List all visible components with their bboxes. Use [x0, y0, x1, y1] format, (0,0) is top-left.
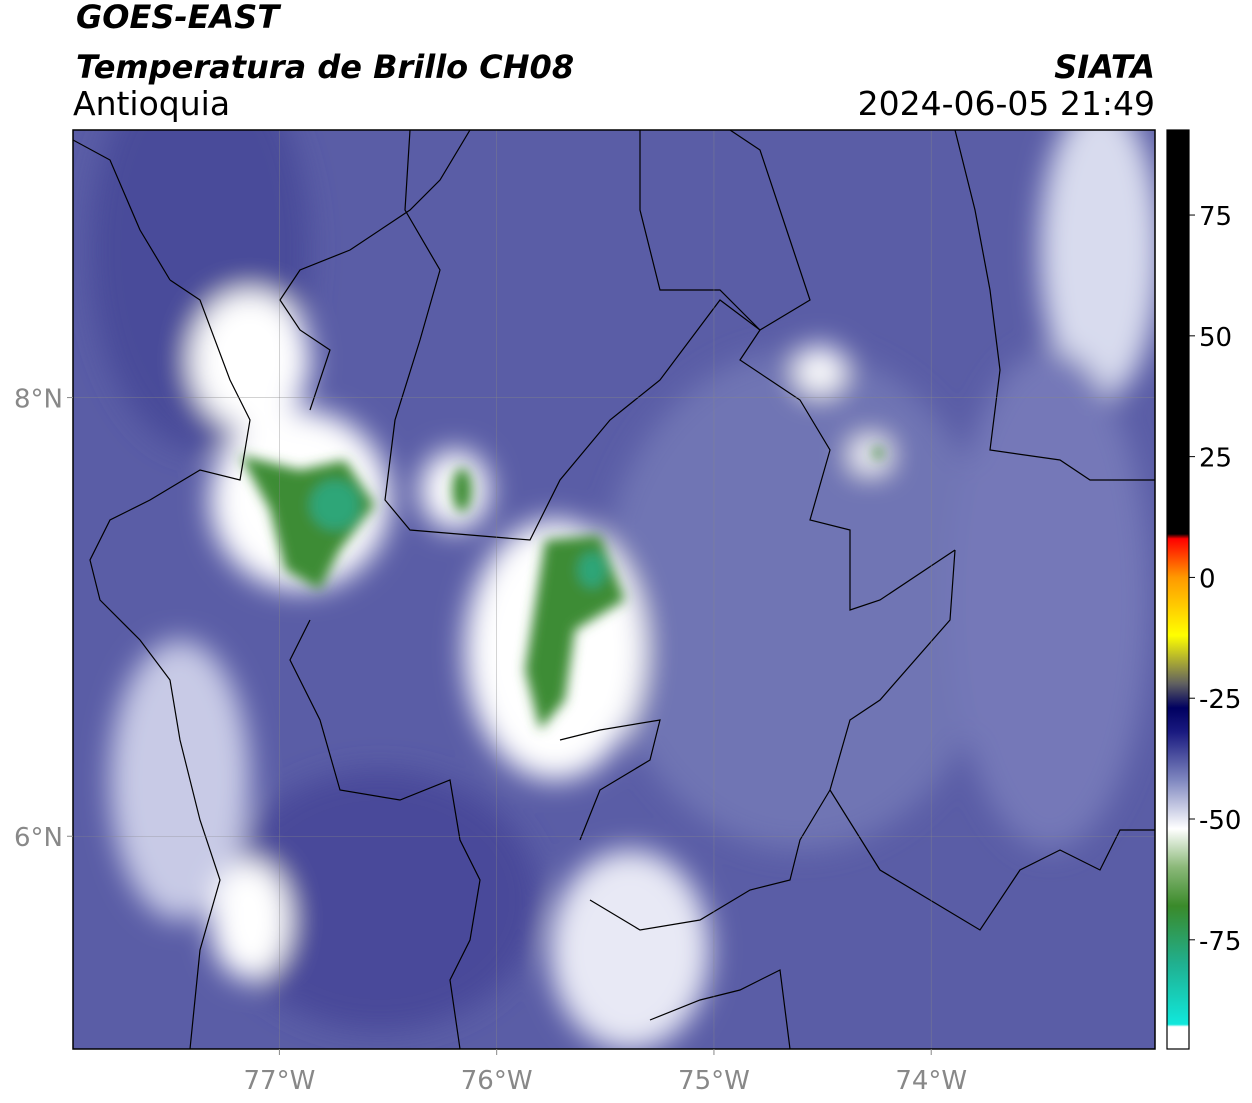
y-tick-label: 6°N [14, 823, 63, 853]
colorbar-tick-label: 25 [1199, 444, 1232, 474]
colorbar-tick-label: 50 [1199, 323, 1232, 353]
colorbar-tick-label: -50 [1199, 806, 1241, 836]
colorbar [1166, 129, 1190, 1050]
x-tick-label: 75°W [678, 1066, 750, 1096]
x-tick-label: 77°W [244, 1066, 316, 1096]
colorbar-tick-label: 0 [1199, 564, 1216, 594]
source: SIATA [1054, 48, 1155, 86]
map-frame [72, 129, 1156, 1050]
title: GOES-EAST [76, 0, 281, 36]
boundaries [73, 130, 1155, 1049]
map-image [73, 130, 1155, 1049]
y-tick-label: 8°N [14, 385, 63, 415]
region: Antioquia [73, 84, 230, 123]
cold-tops [240, 447, 883, 730]
x-tick-label: 74°W [895, 1066, 967, 1096]
datetime: 2024-06-05 21:49 [858, 84, 1155, 123]
subtitle: Temperatura de Brillo CH08 [76, 48, 574, 86]
grid-layer [73, 130, 1155, 1049]
colorbar-tick-label: 75 [1199, 202, 1232, 232]
colorbar-tick-label: -25 [1199, 685, 1241, 715]
x-tick-label: 76°W [461, 1066, 533, 1096]
cloud-field [90, 130, 1155, 1049]
colorbar-tick-label: -75 [1199, 927, 1241, 957]
